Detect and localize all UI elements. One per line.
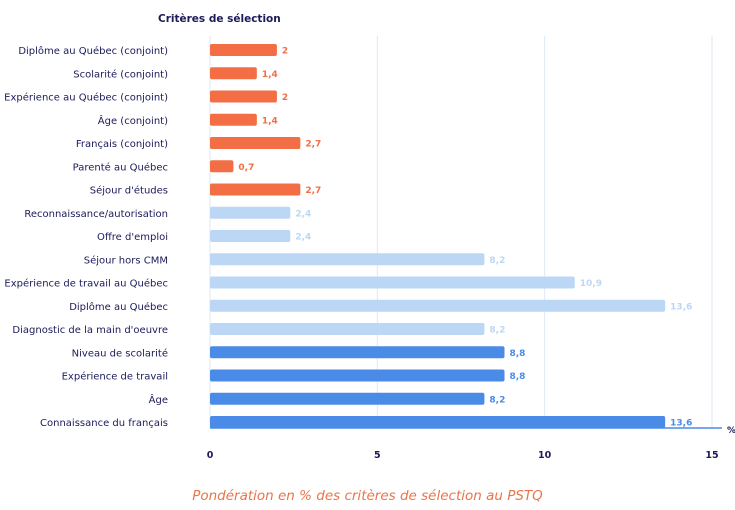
bar — [210, 183, 301, 196]
category-label: Diplôme au Québec (conjoint) — [18, 45, 168, 57]
bar — [210, 206, 291, 219]
value-label: 2,4 — [295, 209, 311, 219]
category-label: Parenté au Québec — [73, 161, 168, 173]
x-tick-label: 0 — [207, 450, 214, 461]
value-label: 13,6 — [670, 302, 692, 312]
value-label: 0,7 — [238, 163, 254, 173]
bar — [210, 90, 277, 103]
x-axis-unit-label: % — [727, 426, 735, 436]
chart-caption: Pondération en % des critères de sélecti… — [192, 488, 543, 504]
category-label: Connaissance du français — [40, 418, 168, 429]
bar — [210, 44, 277, 56]
value-label: 8,8 — [510, 372, 526, 382]
value-label: 8,2 — [489, 256, 505, 266]
value-label: 1,4 — [262, 70, 278, 80]
category-label: Diplôme au Québec — [69, 301, 168, 313]
x-tick-label: 10 — [538, 450, 552, 461]
bar — [210, 369, 505, 382]
bar — [210, 230, 291, 242]
value-label: 8,2 — [489, 395, 505, 405]
bar — [210, 392, 485, 405]
category-label: Scolarité (conjoint) — [73, 68, 168, 80]
x-tick-label: 5 — [374, 450, 381, 461]
category-label: Niveau de scolarité — [72, 347, 168, 359]
value-label: 2,4 — [295, 233, 311, 243]
category-label: Expérience de travail au Québec — [4, 278, 168, 290]
category-label: Reconnaissance/autorisation — [24, 209, 168, 220]
category-label: Expérience au Québec (conjoint) — [4, 92, 168, 104]
category-label: Français (conjoint) — [76, 139, 168, 150]
category-label: Séjour hors CMM — [84, 254, 168, 266]
category-label: Offre d'emploi — [97, 232, 168, 243]
value-label: 2,7 — [305, 140, 321, 150]
value-label: 10,9 — [580, 279, 602, 289]
category-label: Diagnostic de la main d'oeuvre — [12, 325, 168, 336]
value-label: 2 — [282, 47, 288, 57]
chart-title: Critères de sélection — [158, 13, 281, 25]
bar — [210, 253, 485, 266]
bar — [210, 67, 257, 80]
bar — [210, 160, 234, 173]
value-label: 2,7 — [305, 186, 321, 196]
category-label: Séjour d'études — [90, 185, 168, 197]
value-label: 8,8 — [510, 349, 526, 359]
value-label: 2 — [282, 93, 288, 103]
value-label: 13,6 — [670, 419, 692, 429]
bar — [210, 323, 485, 335]
category-label: Expérience de travail — [62, 371, 168, 383]
value-label: 8,2 — [489, 326, 505, 336]
value-label: 1,4 — [262, 116, 278, 126]
bar — [210, 299, 666, 312]
bar — [210, 137, 301, 149]
bar — [210, 113, 257, 126]
bar — [210, 276, 575, 289]
x-tick-label: 15 — [705, 450, 718, 461]
category-label: Âge (conjoint) — [98, 114, 168, 127]
bar — [210, 346, 505, 359]
category-label: Âge — [149, 393, 168, 406]
bar — [210, 416, 666, 428]
